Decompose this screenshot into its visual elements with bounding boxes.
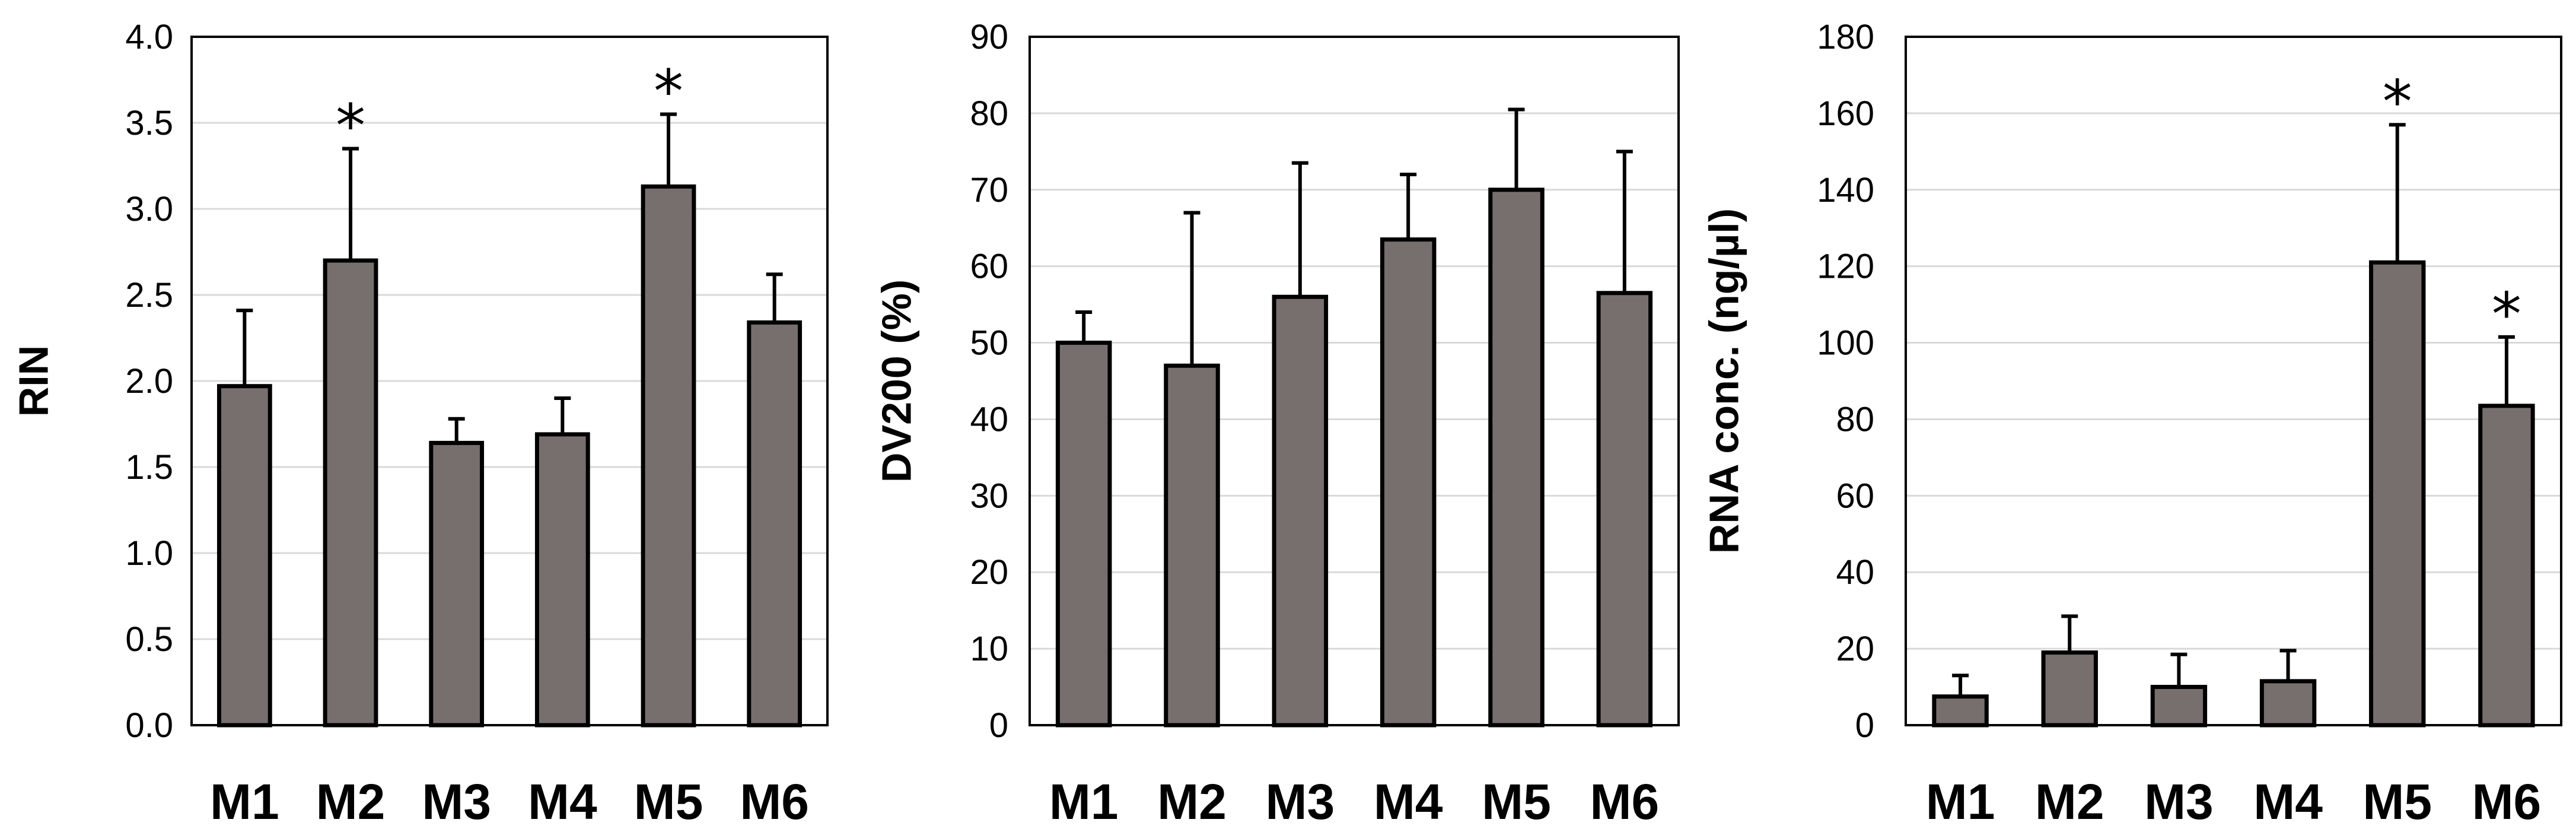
y-tick-label: 80: [970, 94, 1008, 133]
y-tick-label: 10: [970, 630, 1008, 668]
chart-panel-1: 0.0 0.5 1.0 1.5 2.0 2.5 3.0 3.5 4.0 M1 * M2 M3 M4 * M5 M…: [10, 18, 829, 830]
y-tick-label: 180: [1817, 18, 1874, 56]
plot-frame: [1029, 36, 1680, 726]
x-tick-label-M6: M6: [2472, 774, 2542, 830]
x-tick-label-M2: M2: [2035, 774, 2104, 830]
y-tick-label: 80: [1836, 400, 1874, 439]
chart-panel-2: 0 10 20 30 40 50 60 70 80 90 M1 M2 M3 M4 M5 M6 DV200 (%): [873, 18, 1680, 830]
y-tick-label: 20: [1836, 630, 1874, 668]
chart-panel-3: 0 20 40 60 80 100 120 140 160 180 M1 M2 M3 M4 * M5 * M6 RN…: [1701, 18, 2562, 830]
y-tick-label: 0.0: [125, 706, 173, 745]
bar-M2: [2041, 650, 2098, 728]
y-tick-label: 160: [1817, 94, 1874, 133]
plot-frame: [190, 36, 829, 726]
y-tick-label: 90: [970, 18, 1008, 56]
bar-M1: [216, 384, 272, 728]
y-tick-label: 3.5: [125, 104, 173, 142]
y-tick-label: 140: [1817, 171, 1874, 209]
significance-marker-M5: *: [2383, 67, 2412, 136]
bar-M5: [1488, 188, 1545, 728]
x-tick-label-M2: M2: [1157, 774, 1227, 830]
x-tick-label-M1: M1: [210, 774, 279, 830]
bar-M6: [1596, 291, 1653, 728]
x-tick-label-M3: M3: [422, 774, 491, 830]
x-tick-label-M4: M4: [528, 774, 597, 830]
x-tick-label-M1: M1: [1926, 774, 1995, 830]
bar-M3: [429, 440, 485, 728]
x-tick-label-M6: M6: [1590, 774, 1659, 830]
bar-M3: [2150, 685, 2208, 728]
y-tick-label: 100: [1817, 324, 1874, 363]
x-tick-label-M1: M1: [1049, 774, 1119, 830]
plot-frame: [1905, 36, 2562, 726]
x-tick-label-M5: M5: [1482, 774, 1551, 830]
y-tick-label: 0: [1855, 706, 1874, 745]
y-tick-label: 2.5: [125, 276, 173, 315]
x-tick-label-M4: M4: [2253, 774, 2323, 830]
y-tick-label: 0: [989, 706, 1008, 745]
y-tick-label: 40: [970, 400, 1008, 439]
y-tick-label: 0.5: [125, 620, 173, 659]
x-tick-label-M5: M5: [2362, 774, 2432, 830]
y-tick-label: 30: [970, 477, 1008, 515]
x-tick-label-M3: M3: [2144, 774, 2214, 830]
y-tick-label: 1.5: [125, 448, 173, 487]
bar-M2: [1164, 363, 1220, 728]
bar-M6: [2478, 404, 2535, 728]
y-tick-label: 3.0: [125, 190, 173, 228]
y-axis-title: RIN: [10, 345, 56, 417]
significance-marker-M6: *: [2492, 280, 2521, 349]
bar-M1: [1055, 341, 1112, 728]
bar-M2: [323, 258, 378, 728]
x-tick-label-M5: M5: [634, 774, 703, 830]
bar-M3: [1272, 294, 1329, 728]
x-tick-label-M2: M2: [316, 774, 386, 830]
y-axis-title: RNA conc. (ng/µl): [1701, 208, 1747, 554]
y-tick-label: 1.0: [125, 534, 173, 573]
bar-M4: [1380, 237, 1437, 728]
bar-M5: [2369, 260, 2426, 728]
y-tick-label: 2.0: [125, 362, 173, 401]
y-tick-label: 120: [1817, 247, 1874, 286]
bar-M5: [641, 184, 696, 728]
y-tick-label: 60: [970, 247, 1008, 286]
bar-M1: [1932, 694, 1989, 728]
bar-M6: [747, 320, 803, 728]
x-tick-label-M4: M4: [1374, 774, 1443, 830]
significance-marker-M2: *: [336, 91, 365, 161]
significance-marker-M5: *: [654, 57, 683, 126]
x-tick-label-M6: M6: [740, 774, 809, 830]
bar-M4: [2259, 679, 2317, 728]
y-tick-label: 70: [970, 171, 1008, 209]
bar-M4: [534, 432, 590, 728]
y-axis-title: DV200 (%): [873, 280, 919, 482]
y-tick-label: 60: [1836, 477, 1874, 515]
x-tick-label-M3: M3: [1265, 774, 1335, 830]
y-tick-label: 20: [970, 553, 1008, 592]
y-tick-label: 50: [970, 324, 1008, 363]
y-tick-label: 4.0: [125, 18, 173, 56]
y-tick-label: 40: [1836, 553, 1874, 592]
